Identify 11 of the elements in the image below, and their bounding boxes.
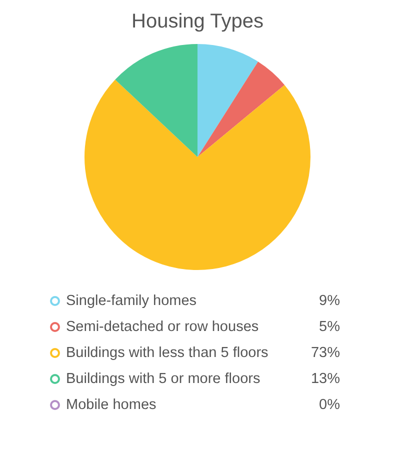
chart-title: Housing Types bbox=[132, 10, 264, 33]
text: 0% bbox=[319, 397, 340, 413]
legend-label: Semi-detached or row houses bbox=[66, 319, 260, 335]
legend-label: Buildings with 5 or more floors bbox=[66, 371, 262, 387]
legend-label: Mobile homes bbox=[66, 397, 158, 413]
legend-label: Single-family homes bbox=[66, 293, 198, 309]
data-label: 13% bbox=[310, 371, 340, 387]
data-label: 73% bbox=[310, 345, 340, 361]
legend-label: Buildings with less than 5 floors bbox=[66, 345, 270, 361]
data-label: 5% bbox=[319, 319, 340, 335]
data-label: 9% bbox=[319, 293, 340, 309]
